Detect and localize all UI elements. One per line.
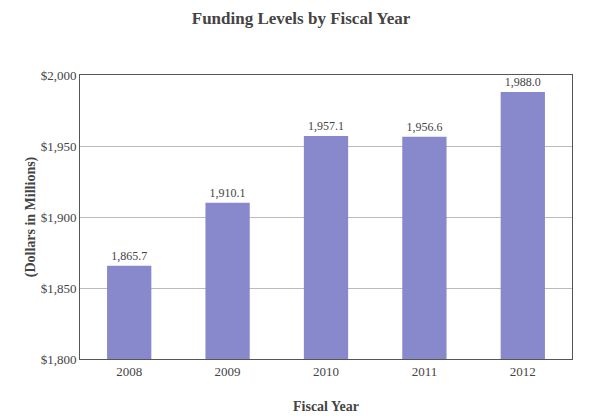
svg-text:2012: 2012 <box>510 364 536 379</box>
svg-text:Fiscal Year: Fiscal Year <box>293 399 359 414</box>
svg-text:1,956.6: 1,956.6 <box>406 120 442 134</box>
svg-text:2009: 2009 <box>215 364 241 379</box>
svg-text:$1,800: $1,800 <box>41 352 77 367</box>
svg-text:(Dollars in Millions): (Dollars in Millions) <box>23 156 39 277</box>
svg-text:$1,850: $1,850 <box>41 281 77 296</box>
svg-text:1,988.0: 1,988.0 <box>505 75 541 89</box>
svg-text:2008: 2008 <box>116 364 142 379</box>
svg-text:$1,950: $1,950 <box>41 139 77 154</box>
svg-text:$2,000: $2,000 <box>41 68 77 83</box>
svg-text:Funding Levels by Fiscal Year: Funding Levels by Fiscal Year <box>192 9 411 28</box>
svg-text:$1,900: $1,900 <box>41 210 77 225</box>
svg-text:1,910.1: 1,910.1 <box>210 186 246 200</box>
svg-text:1,865.7: 1,865.7 <box>111 249 147 263</box>
svg-text:2010: 2010 <box>313 364 339 379</box>
svg-text:1,957.1: 1,957.1 <box>308 119 344 133</box>
svg-text:2011: 2011 <box>412 364 438 379</box>
